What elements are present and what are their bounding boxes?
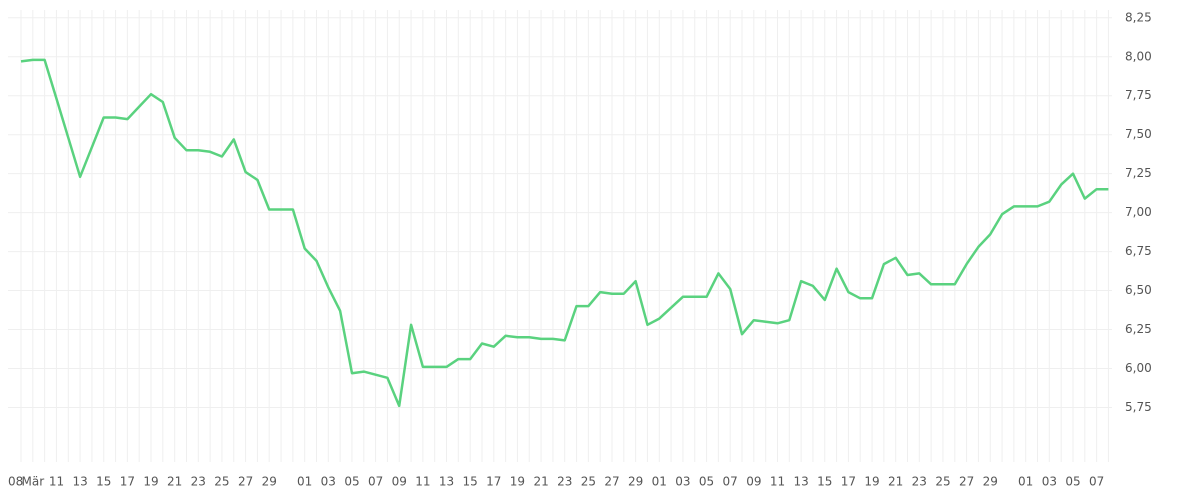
x-tick-label: 05 (1065, 475, 1080, 489)
plot (20, 58, 1109, 408)
x-tick-label: 11 (49, 475, 64, 489)
x-tick-label: 29 (262, 475, 277, 489)
x-tick-label: 25 (214, 475, 229, 489)
x-tick-label: 25 (581, 475, 596, 489)
x-tick-label: 17 (841, 475, 856, 489)
x-tick-label: 27 (959, 475, 974, 489)
y-tick-label: 6,25 (1125, 322, 1152, 336)
y-tick-label: 7,00 (1125, 205, 1152, 219)
x-tick-label: 17 (120, 475, 135, 489)
x-tick-label: 21 (888, 475, 903, 489)
x-tick-label: 13 (72, 475, 87, 489)
x-tick-label: 23 (912, 475, 927, 489)
x-tick-label: 29 (628, 475, 643, 489)
x-tick-label: 13 (793, 475, 808, 489)
y-tick-label: 8,00 (1125, 49, 1152, 63)
y-tick-label: 6,50 (1125, 283, 1152, 297)
x-tick-label: 11 (770, 475, 785, 489)
y-tick-label: 6,75 (1125, 244, 1152, 258)
x-tick-label: 23 (191, 475, 206, 489)
x-tick-label: 17 (486, 475, 501, 489)
x-tick-label: 29 (983, 475, 998, 489)
y-tick-label: 8,25 (1125, 10, 1152, 24)
x-tick-label: 07 (368, 475, 383, 489)
x-tick-label: 03 (321, 475, 336, 489)
grid (8, 10, 1112, 462)
x-tick-label: Mär (21, 475, 44, 489)
x-tick-label: 27 (238, 475, 253, 489)
x-tick-label: 15 (817, 475, 832, 489)
x-tick-label: 25 (935, 475, 950, 489)
x-tick-label: 11 (415, 475, 430, 489)
x-tick-label: 09 (746, 475, 761, 489)
x-tick-label: 15 (96, 475, 111, 489)
x-tick-label: 01 (652, 475, 667, 489)
x-tick-label: 19 (143, 475, 158, 489)
x-tick-label: 13 (439, 475, 454, 489)
x-tick-label: 23 (557, 475, 572, 489)
x-tick-label: 07 (1089, 475, 1104, 489)
x-tick-label: 03 (1042, 475, 1057, 489)
y-tick-label: 5,75 (1125, 400, 1152, 414)
x-tick-label: 07 (723, 475, 738, 489)
x-tick-label: 09 (392, 475, 407, 489)
x-tick-label: 21 (167, 475, 182, 489)
x-tick-label: 01 (1018, 475, 1033, 489)
y-tick-label: 7,25 (1125, 166, 1152, 180)
x-tick-label: 05 (699, 475, 714, 489)
x-tick-label: 03 (675, 475, 690, 489)
x-tick-label: 15 (463, 475, 478, 489)
x-tick-label: 19 (510, 475, 525, 489)
y-tick-label: 7,50 (1125, 127, 1152, 141)
x-tick-label: 01 (297, 475, 312, 489)
x-tick-label: 08 (8, 475, 23, 489)
line (20, 58, 1109, 408)
y-tick-label: 6,00 (1125, 361, 1152, 375)
x-tick-label: 05 (344, 475, 359, 489)
x-tick-label: 21 (533, 475, 548, 489)
x-tick-label: 19 (864, 475, 879, 489)
x-tick-label: 27 (604, 475, 619, 489)
y-tick-label: 7,75 (1125, 88, 1152, 102)
